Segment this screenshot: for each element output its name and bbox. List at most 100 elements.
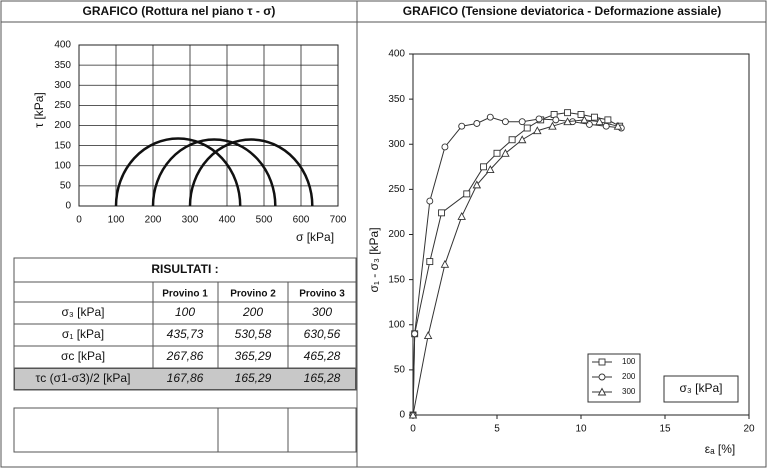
marker [533, 126, 542, 135]
marker [486, 113, 494, 121]
cell: 630,56 [304, 327, 341, 341]
cell: 167,86 [167, 371, 204, 385]
cell: 165,29 [235, 371, 272, 385]
x-tick-label: 300 [182, 215, 199, 226]
highlight-row [14, 368, 356, 390]
y-tick-label: 0 [65, 201, 71, 212]
right-title: GRAFICO (Tensione deviatorica - Deformaz… [403, 4, 722, 18]
marker [501, 148, 510, 157]
marker [548, 121, 557, 130]
x-tick-label: 700 [330, 215, 347, 226]
marker [457, 212, 466, 220]
column-header: Provino 2 [230, 289, 276, 300]
marker [458, 122, 466, 130]
x-tick-label: 0 [410, 424, 416, 435]
x-tick-label: 20 [743, 424, 755, 435]
marker [577, 111, 585, 118]
y-tick-label: 100 [388, 319, 405, 330]
x-tick-label: 400 [219, 215, 236, 226]
x-tick-label: 5 [494, 424, 500, 435]
marker [486, 165, 495, 173]
x-tick-label: 10 [575, 424, 587, 435]
y-tick-label: 400 [388, 49, 405, 60]
row-label: τc (σ1-σ3)/2 [kPa] [36, 371, 131, 385]
marker [493, 149, 501, 157]
cell: 100 [175, 305, 195, 319]
y-tick-label: 300 [388, 139, 405, 150]
y-tick-label: 50 [394, 365, 406, 376]
cell: 165,28 [304, 371, 341, 385]
marker [411, 330, 419, 338]
y-tick-label: 350 [54, 60, 71, 71]
marker [518, 118, 526, 126]
y-tick-label: 200 [54, 120, 71, 131]
legend-label: 200 [622, 372, 636, 381]
marker [472, 180, 482, 189]
marker [473, 120, 481, 127]
legend-title-box [663, 375, 739, 403]
plot-frame [412, 53, 750, 416]
y-tick-label: 300 [54, 80, 71, 91]
marker [604, 116, 612, 124]
plot-frame [78, 44, 339, 207]
x-tick-label: 500 [256, 215, 273, 226]
y-tick-label: 150 [388, 274, 405, 285]
y-tick-label: 350 [388, 94, 405, 105]
cell: 300 [312, 305, 332, 319]
marker [508, 136, 516, 144]
series-line [412, 119, 619, 416]
marker [564, 109, 572, 117]
y-tick-label: 0 [399, 410, 405, 421]
legend-label: 300 [622, 387, 636, 396]
marker [423, 331, 433, 340]
marker [535, 115, 543, 123]
cell: 435,73 [167, 327, 204, 341]
marker [408, 410, 418, 419]
marker [441, 143, 449, 151]
y-tick-label: 250 [54, 100, 71, 111]
legend-title: σ₃ [kPa] [680, 381, 723, 395]
content: 0 100 200 300 400 500 600 700050100150200250300… [32, 40, 755, 457]
marker [595, 117, 604, 126]
y-tick-label: 100 [54, 160, 71, 171]
marker [563, 117, 572, 126]
marker [517, 135, 527, 144]
mohr-circle [188, 138, 314, 207]
y-axis-label: τ [kPa] [32, 92, 46, 127]
x-tick-label: 600 [293, 215, 310, 226]
column-header: Provino 1 [162, 289, 208, 300]
legend-marker [597, 387, 607, 396]
marker [613, 121, 623, 130]
marker [523, 124, 531, 132]
cell: 200 [242, 305, 263, 319]
marker [440, 259, 450, 268]
row-label: σ₁ [kPa] [62, 327, 104, 341]
marker [580, 115, 589, 124]
y-tick-label: 150 [54, 140, 71, 151]
x-tick-label: 15 [659, 424, 671, 435]
marker [501, 118, 509, 126]
mohr-circle [151, 138, 277, 207]
marker [590, 113, 598, 121]
row-label: σ₃ [kPa] [62, 305, 105, 319]
x-axis-label: εₐ [%] [705, 442, 736, 456]
cell: 365,29 [235, 349, 272, 363]
legend-marker [598, 373, 606, 381]
x-axis-label: σ [kPa] [296, 230, 334, 244]
marker [480, 163, 488, 171]
left-title: GRAFICO (Rottura nel piano τ - σ) [83, 4, 276, 18]
marker [552, 116, 560, 124]
x-tick-label: 200 [145, 215, 162, 226]
y-tick-label: 200 [388, 229, 405, 240]
marker [438, 209, 446, 217]
cell: 530,58 [235, 327, 272, 341]
legend-label: 100 [622, 357, 636, 366]
marker [426, 197, 434, 205]
y-axis-label: σ₁ - σ₃ [kPa] [367, 227, 381, 292]
row-label: σc [kPa] [61, 349, 105, 363]
marker [426, 258, 434, 266]
y-tick-label: 250 [388, 184, 405, 195]
cell: 465,28 [304, 349, 341, 363]
y-tick-label: 50 [60, 181, 72, 192]
